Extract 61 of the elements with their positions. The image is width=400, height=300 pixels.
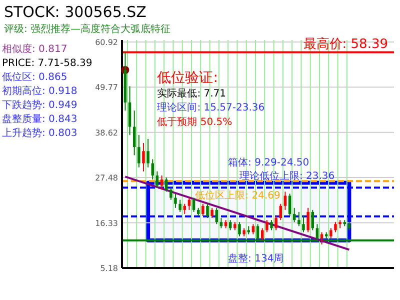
candlestick xyxy=(298,211,300,227)
candlestick xyxy=(334,222,337,233)
text: 下跌趋势: 0.949 xyxy=(2,99,78,111)
candlestick xyxy=(188,197,191,210)
candlestick xyxy=(238,222,241,237)
annotation: 理论区间: 15.57-23.36 xyxy=(157,102,265,114)
text: 相似度: 0.817 xyxy=(2,43,68,55)
candlestick xyxy=(306,207,310,233)
candlestick xyxy=(288,193,292,217)
y-tick-label: 60.92 xyxy=(95,38,118,47)
candlestick xyxy=(302,216,305,233)
candlestick xyxy=(284,191,287,210)
candlestick xyxy=(206,203,209,219)
candlestick xyxy=(192,197,196,212)
candlestick xyxy=(279,203,282,221)
candlestick xyxy=(220,218,223,229)
candlestick xyxy=(210,207,214,219)
annotation: 低于预期 50.5% xyxy=(157,116,232,128)
text: PRICE: 7.71-58.39 xyxy=(2,58,92,69)
candlestick xyxy=(260,228,264,241)
text: 盘整质量: 0.843 xyxy=(2,113,78,125)
y-tick-label: 49.77 xyxy=(95,83,118,92)
candlestick xyxy=(164,176,168,192)
y-tick-label: 27.48 xyxy=(95,174,118,183)
candlestick xyxy=(183,203,186,214)
annotation: 理论低位上限: 23.36 xyxy=(239,170,335,182)
candlestick xyxy=(202,203,204,217)
text: 低位区: 0.865 xyxy=(2,71,68,83)
text: 初期高位: 0.918 xyxy=(2,85,78,97)
candlestick xyxy=(311,209,314,231)
ref-line-label: 最高价: 58.39 xyxy=(303,36,388,52)
candlestick xyxy=(292,207,296,223)
candlestick xyxy=(320,232,324,245)
candlestick xyxy=(160,174,164,190)
text: 评级: 强烈推荐—高度符合大弧底特征 xyxy=(4,23,171,35)
candlestick xyxy=(146,138,150,168)
candlestick xyxy=(215,207,218,225)
chart-title: STOCK: 300565.SZ xyxy=(4,3,146,21)
y-tick-label: 16.33 xyxy=(95,218,118,228)
y-tick-label: 5.18 xyxy=(100,264,118,273)
candlestick xyxy=(138,134,140,168)
candlestick xyxy=(174,193,177,208)
annotation: 低位验证: xyxy=(157,70,218,86)
annotation: 盘整: 134周 xyxy=(228,252,284,264)
y-tick-label: 38.62 xyxy=(95,128,118,138)
candlestick xyxy=(330,228,332,239)
candlestick xyxy=(156,170,159,188)
candlestick xyxy=(270,220,273,231)
candlestick xyxy=(178,199,182,212)
text: 上升趋势: 0.803 xyxy=(2,127,78,139)
candlestick xyxy=(274,216,278,231)
annotation: 低位区上限: 24.69 xyxy=(195,190,280,202)
annotation: 箱体: 9.29-24.50 xyxy=(228,156,310,168)
candlestick xyxy=(132,110,136,156)
candlestick xyxy=(252,224,255,235)
candlestick xyxy=(170,187,172,200)
candlestick xyxy=(266,220,268,233)
candlestick xyxy=(151,158,154,180)
candlestick xyxy=(228,220,232,231)
annotation: 实际最低: 7.71 xyxy=(157,87,226,100)
candlestick xyxy=(142,142,145,172)
